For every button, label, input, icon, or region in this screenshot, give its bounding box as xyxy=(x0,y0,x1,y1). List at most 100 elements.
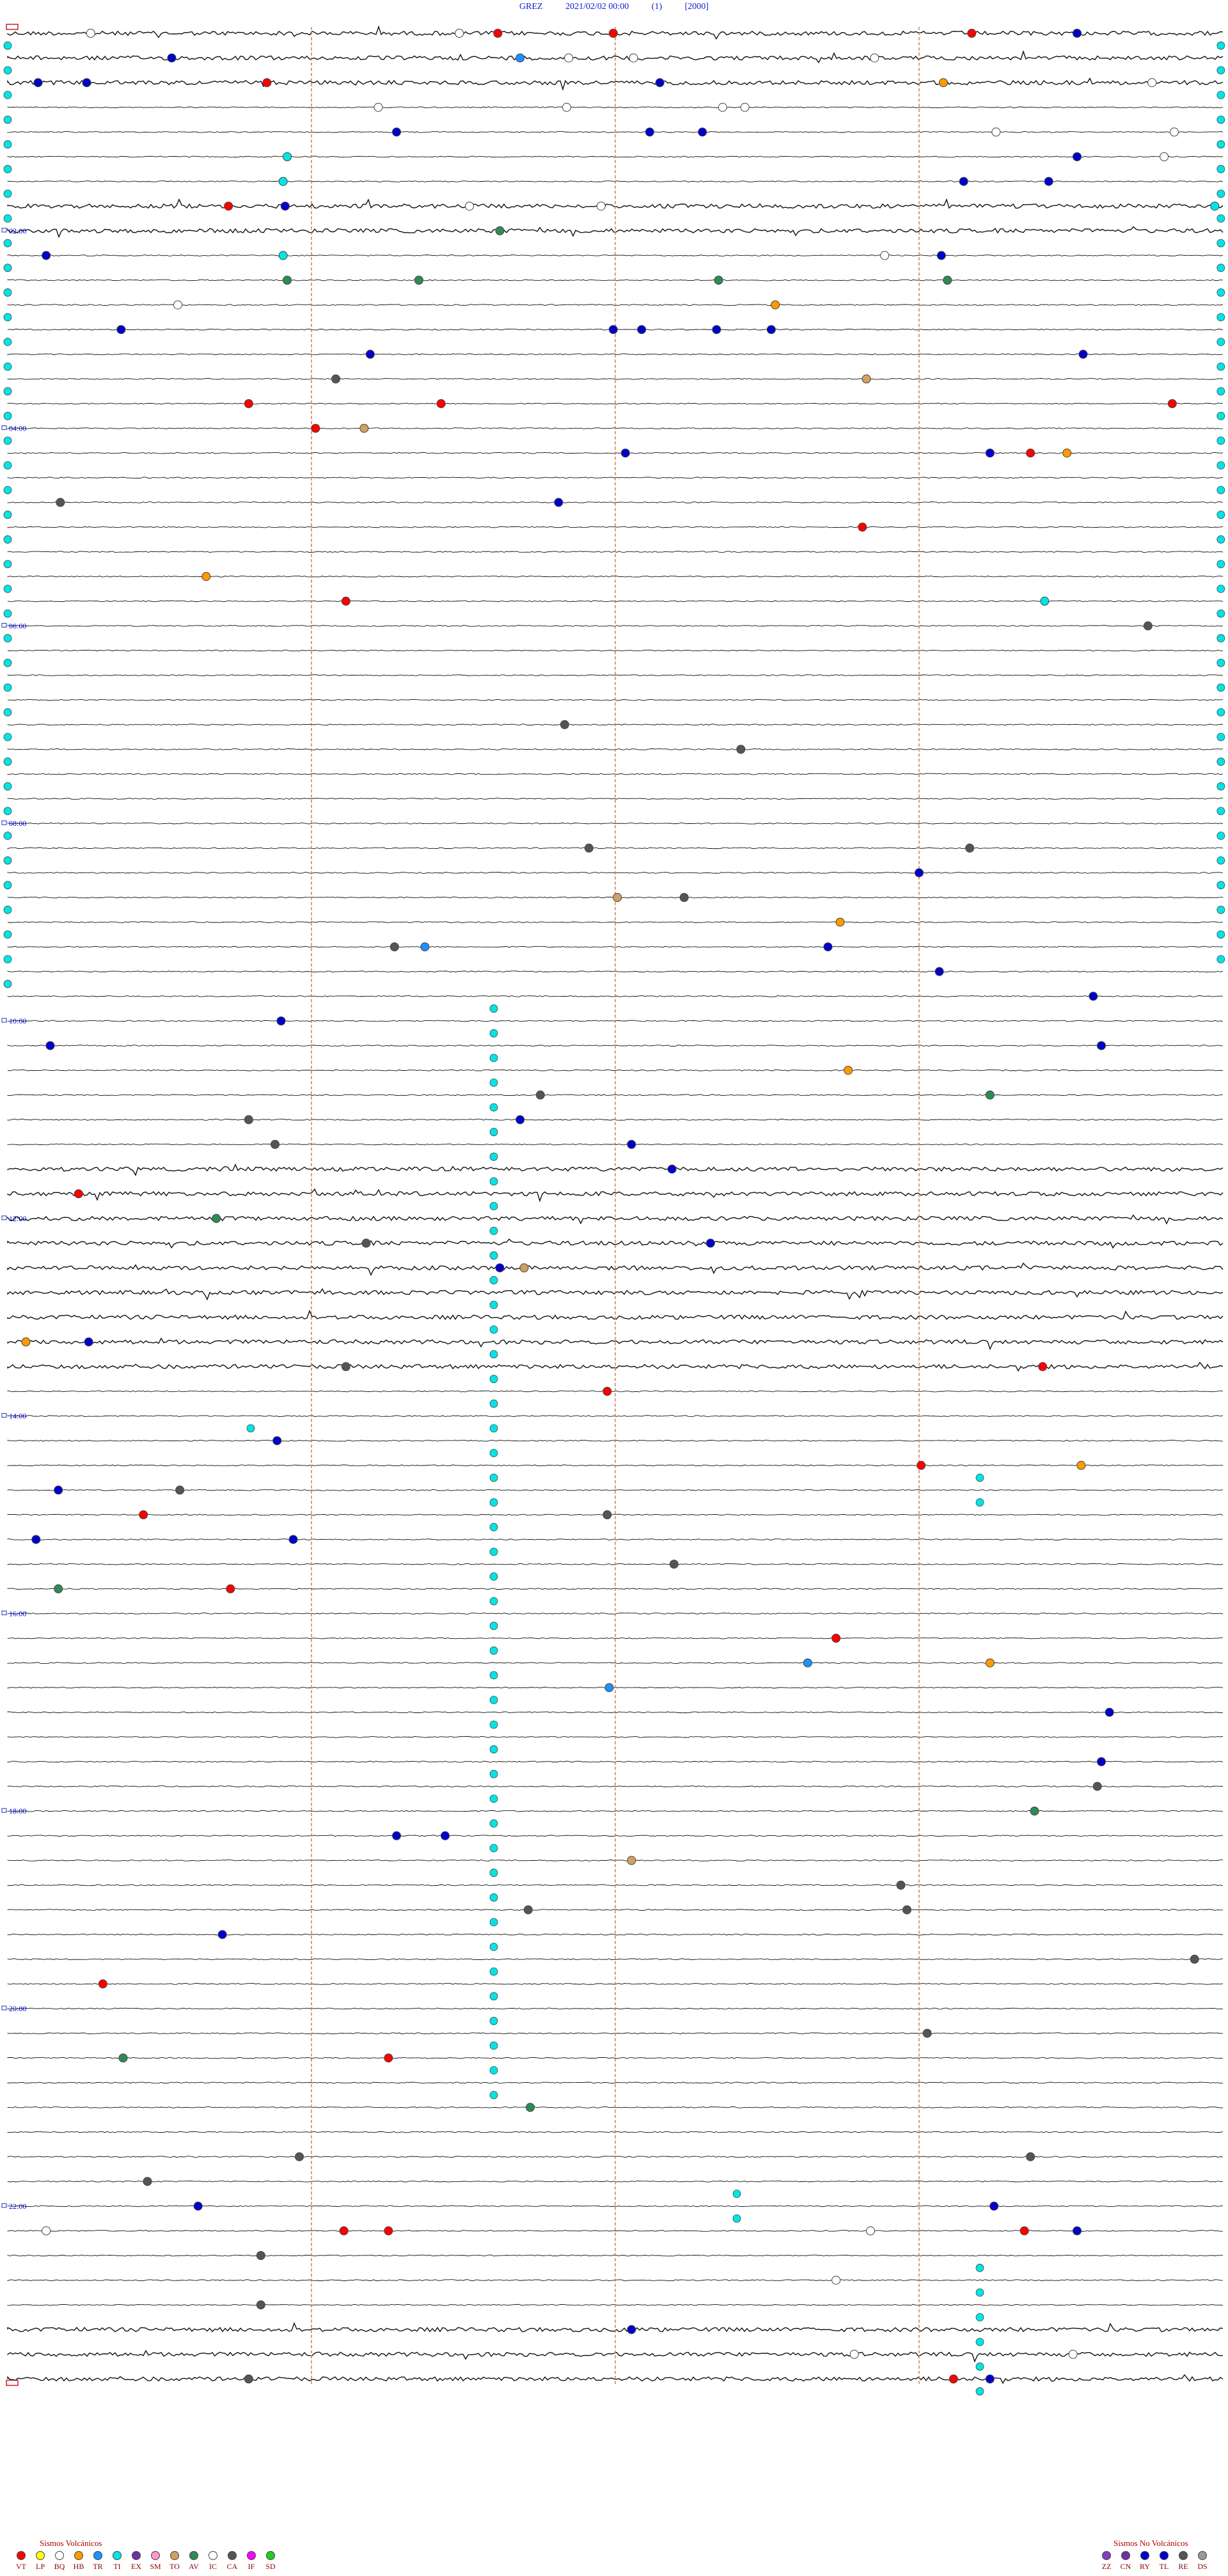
trace-row xyxy=(7,1588,1224,1590)
event-marker-RY xyxy=(823,942,833,952)
trace-row xyxy=(7,1958,1224,1961)
event-marker-RY xyxy=(116,325,126,335)
event-marker-CA xyxy=(331,374,340,384)
event-marker-TI xyxy=(489,1079,498,1087)
event-marker-RY xyxy=(392,1831,401,1840)
hour-tick-mark xyxy=(1,1610,7,1615)
event-marker-TI xyxy=(3,757,12,766)
event-marker-TI xyxy=(489,2041,498,2050)
event-marker-TI xyxy=(3,66,12,75)
legend-item-vt: VT xyxy=(12,2551,31,2572)
event-marker-IC xyxy=(564,53,574,63)
event-marker-CA xyxy=(271,1140,279,1149)
legend-label: CN xyxy=(1120,2562,1131,2571)
hour-label: 14:00 xyxy=(9,1412,26,1421)
event-marker-TI xyxy=(3,708,12,716)
event-marker-VT xyxy=(226,1584,235,1593)
event-marker-TI xyxy=(489,1226,498,1235)
event-marker-TI xyxy=(3,115,12,124)
trace-row xyxy=(7,526,1224,528)
event-marker-CA xyxy=(896,1881,906,1890)
trace-row xyxy=(7,304,1224,306)
event-marker-TI xyxy=(489,1004,498,1013)
trace-row xyxy=(7,1736,1224,1738)
event-marker-TI xyxy=(1216,41,1225,50)
event-marker-TI xyxy=(1216,732,1225,741)
event-marker-TI xyxy=(1216,140,1225,149)
event-marker-TI xyxy=(3,91,12,99)
trace-row xyxy=(7,1513,1224,1516)
event-marker-TI xyxy=(489,1597,498,1606)
event-marker-AV xyxy=(1030,1806,1039,1816)
event-marker-TI xyxy=(489,1276,498,1284)
hour-tick-mark xyxy=(1,622,7,628)
event-marker-RY xyxy=(45,1041,55,1050)
event-marker-TI xyxy=(3,338,12,346)
trace-row xyxy=(7,1069,1224,1071)
event-marker-TI xyxy=(278,177,288,186)
event-marker-IC xyxy=(718,102,727,112)
event-marker-TI xyxy=(1216,609,1225,618)
event-marker-TI xyxy=(489,1473,498,1482)
trace-row xyxy=(7,1711,1224,1714)
event-marker-TI xyxy=(489,1399,498,1408)
legend-label: IF xyxy=(248,2562,255,2571)
hour-tick-mark xyxy=(1,1808,7,1813)
event-marker-RY xyxy=(554,498,563,507)
event-marker-CA xyxy=(143,2177,152,2186)
event-marker-CA xyxy=(1026,2152,1035,2161)
event-marker-RY xyxy=(637,325,647,335)
trace-row xyxy=(7,477,1224,479)
trace-row xyxy=(7,674,1224,676)
trace-row xyxy=(7,1686,1224,1689)
event-marker-TI xyxy=(1216,436,1225,445)
event-marker-TI xyxy=(489,1992,498,2001)
event-marker-VT xyxy=(967,29,977,38)
legend-item-ti: TI xyxy=(107,2551,127,2572)
legend-item-to: TO xyxy=(165,2551,184,2572)
legend-label: IC xyxy=(209,2562,217,2571)
event-marker-TI xyxy=(246,1424,255,1433)
trace-row xyxy=(7,2374,1224,2385)
event-marker-TI xyxy=(3,905,12,914)
event-marker-HB xyxy=(844,1066,853,1075)
event-marker-RY xyxy=(54,1485,63,1495)
trace-row xyxy=(7,2230,1224,2232)
event-marker-TI xyxy=(489,1943,498,1951)
legend-swatch xyxy=(170,2551,179,2560)
event-marker-TI xyxy=(975,2387,984,2396)
hour-label: 06:00 xyxy=(9,621,26,630)
nonvolcanic-legend-items: ZZ CN RY TL RE DS xyxy=(1097,2551,1212,2572)
event-marker-TI xyxy=(732,2214,741,2223)
legend-swatch xyxy=(1198,2551,1207,2560)
event-marker-TI xyxy=(975,1473,984,1482)
event-marker-TI xyxy=(3,634,12,643)
legend-swatch xyxy=(17,2551,26,2560)
hour-tick-mark xyxy=(1,2203,7,2208)
trace-row xyxy=(7,1163,1224,1176)
event-marker-TI xyxy=(3,832,12,840)
event-marker-VT xyxy=(1038,1362,1048,1371)
legend-label: EX xyxy=(131,2562,141,2571)
event-marker-IC xyxy=(880,251,890,260)
legend-item-ds: DS xyxy=(1193,2551,1212,2572)
event-marker-TI xyxy=(3,782,12,791)
event-marker-TI xyxy=(3,535,12,544)
trace-row xyxy=(7,1835,1224,1837)
event-marker-RY xyxy=(1097,1041,1106,1050)
trace-row xyxy=(7,1288,1224,1301)
event-marker-AV xyxy=(212,1213,221,1223)
event-marker-TI xyxy=(1216,930,1225,939)
event-marker-AV xyxy=(283,276,292,285)
event-marker-RY xyxy=(1073,152,1082,161)
event-marker-TI xyxy=(3,461,12,470)
event-marker-CA xyxy=(390,942,399,952)
event-marker-TO xyxy=(627,1856,636,1865)
event-marker-IC xyxy=(991,127,1001,137)
legend-item-sm: SM xyxy=(146,2551,165,2572)
event-marker-CA xyxy=(602,1510,612,1519)
event-marker-TI xyxy=(1216,239,1225,248)
event-marker-RY xyxy=(288,1535,298,1544)
trace-row xyxy=(7,2321,1224,2333)
event-marker-RY xyxy=(1097,1757,1106,1766)
